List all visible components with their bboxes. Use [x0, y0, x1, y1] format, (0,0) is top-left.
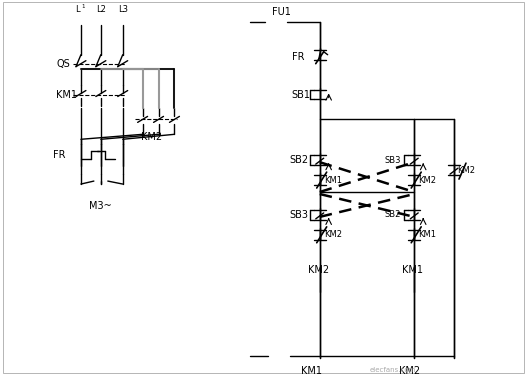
Text: SB3: SB3: [384, 156, 401, 165]
Text: M3~: M3~: [90, 201, 112, 211]
Text: SB1: SB1: [292, 89, 311, 100]
Text: KM2: KM2: [399, 366, 420, 376]
Bar: [265, 16, 287, 28]
Text: KM2: KM2: [324, 230, 341, 239]
Text: QS: QS: [56, 59, 70, 69]
Text: KM1: KM1: [56, 89, 77, 100]
Text: SB2: SB2: [384, 210, 401, 219]
Bar: [73, 144, 144, 166]
Text: SB2: SB2: [290, 155, 309, 165]
Text: L3: L3: [118, 5, 128, 14]
Text: FR: FR: [53, 150, 65, 160]
Text: elecfans.com: elecfans.com: [369, 367, 416, 373]
Bar: [268, 350, 290, 362]
Text: KM1: KM1: [402, 265, 423, 274]
Text: KM2: KM2: [418, 176, 436, 185]
Circle shape: [244, 19, 250, 25]
Bar: [69, 83, 117, 109]
Text: 1: 1: [81, 5, 85, 9]
Bar: [401, 267, 428, 288]
Text: FU1: FU1: [272, 7, 291, 17]
Text: KM2: KM2: [457, 166, 475, 175]
Circle shape: [74, 179, 128, 233]
Circle shape: [79, 19, 83, 25]
Bar: [306, 267, 334, 288]
Text: L: L: [75, 5, 79, 14]
Text: KM1: KM1: [301, 366, 322, 376]
Text: KM1: KM1: [418, 230, 436, 239]
Circle shape: [120, 19, 125, 25]
Text: L2: L2: [96, 5, 106, 14]
Text: SB3: SB3: [290, 210, 309, 220]
Circle shape: [244, 353, 250, 359]
Text: KM1: KM1: [324, 176, 341, 185]
Text: KM2: KM2: [141, 132, 162, 142]
Bar: [131, 109, 196, 156]
Text: KM2: KM2: [308, 265, 329, 274]
Circle shape: [99, 19, 103, 25]
Text: FR: FR: [292, 52, 305, 62]
